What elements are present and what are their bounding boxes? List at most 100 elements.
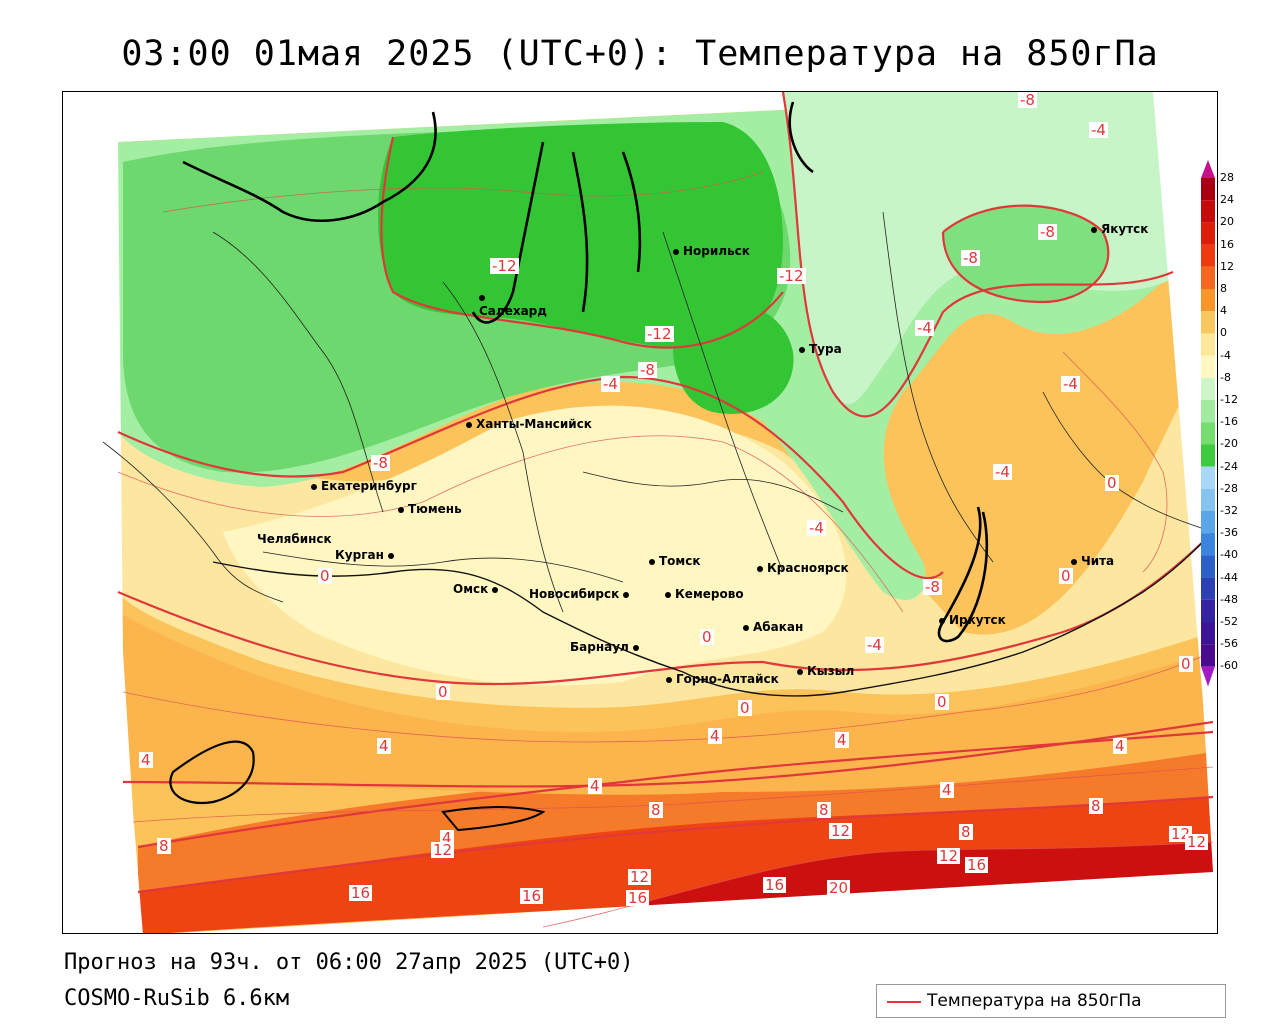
contour-label: 0 xyxy=(318,567,332,585)
city-marker-icon xyxy=(466,421,472,428)
map-canvas xyxy=(63,92,1217,933)
colorbar-cell xyxy=(1201,355,1215,378)
city-marker-icon xyxy=(649,558,655,565)
contour-label: 4 xyxy=(1113,737,1127,755)
colorbar-scale xyxy=(1201,160,1215,687)
colorbar-cell xyxy=(1201,178,1215,201)
colorbar-cell xyxy=(1201,311,1215,334)
colorbar-tick-label: 12 xyxy=(1220,259,1234,273)
colorbar-cell xyxy=(1201,555,1215,578)
colorbar-tick-label: -24 xyxy=(1220,459,1238,473)
city-marker-icon xyxy=(939,617,945,624)
contour-label: -8 xyxy=(961,249,980,267)
city-kyzyl: Кызыл xyxy=(797,664,854,678)
contour-label: 8 xyxy=(959,823,973,841)
map-legend: Температура на 850гПа xyxy=(876,984,1226,1018)
contour-label: 4 xyxy=(139,751,153,769)
lake-balkhash xyxy=(169,740,255,805)
city-marker-icon xyxy=(492,586,499,593)
colorbar-tick-label: 16 xyxy=(1220,237,1234,251)
contour-label: 12 xyxy=(431,841,455,859)
colorbar-cell xyxy=(1201,400,1215,423)
colorbar-tick-label: -48 xyxy=(1220,592,1238,606)
colorbar-cell xyxy=(1201,333,1215,356)
city-novosibirsk: Новосибирск xyxy=(529,587,633,601)
contour-label: 12 xyxy=(937,847,961,865)
colorbar-tick-label: 4 xyxy=(1220,304,1227,318)
contour-label: -4 xyxy=(807,519,826,537)
colorbar-cell xyxy=(1201,266,1215,289)
contour-label: 8 xyxy=(649,801,663,819)
colorbar-tick-label: 8 xyxy=(1220,282,1227,295)
legend-label: Температура на 850гПа xyxy=(927,991,1142,1011)
legend-line-swatch xyxy=(887,1001,921,1003)
city-marker-icon xyxy=(311,483,317,490)
city-tura: Тура xyxy=(799,342,842,356)
colorbar-bottom-arrow xyxy=(1201,666,1215,687)
contour-label: 8 xyxy=(157,837,171,855)
city-kurgan: Курган xyxy=(335,548,398,562)
contour-label: 4 xyxy=(940,781,954,799)
city-norilsk: Норильск xyxy=(673,244,750,258)
colorbar-tick-label: -44 xyxy=(1220,570,1238,584)
contour-label: 0 xyxy=(1179,655,1193,673)
city-marker-icon xyxy=(1091,226,1097,233)
zone-plus4 xyxy=(118,612,1213,795)
colorbar-cell xyxy=(1201,422,1215,445)
contour-label: -4 xyxy=(865,636,884,654)
contour-label: -12 xyxy=(645,325,674,343)
colorbar-cell xyxy=(1201,466,1215,489)
isotherms-minor xyxy=(117,171,1214,928)
city-krasnoyarsk: Красноярск xyxy=(757,561,849,575)
contour-label: 0 xyxy=(700,628,714,646)
colorbar-tick-label: -40 xyxy=(1220,548,1238,562)
city-marker-icon xyxy=(398,506,404,513)
contour-label: -8 xyxy=(923,578,942,596)
zone-plus12 xyxy=(138,797,1213,933)
colorbar-cell xyxy=(1201,444,1215,467)
city-ekaterinburg: Екатеринбург xyxy=(311,479,417,493)
city-marker-icon xyxy=(387,552,394,559)
city-barnaul: Барнаул xyxy=(570,640,643,654)
contour-label: -8 xyxy=(1038,223,1057,241)
colorbar: 28 24 20 16 12 8 4 0 -4 -8 -12 -16 -20 -24 -28 -32 -36 -4… xyxy=(1200,158,1280,688)
city-abakan: Абакан xyxy=(743,620,803,634)
contour-label: 12 xyxy=(1185,833,1209,851)
colorbar-cell xyxy=(1201,244,1215,267)
city-tyumen: Тюмень xyxy=(398,502,462,516)
colorbar-tick-label: -28 xyxy=(1220,481,1238,495)
domain-mask-nw xyxy=(63,92,483,142)
contour-label: -4 xyxy=(1061,375,1080,393)
city-marker-icon xyxy=(632,644,639,651)
contour-label: -4 xyxy=(601,375,620,393)
contour-label: 0 xyxy=(436,683,450,701)
contour-label: 16 xyxy=(626,889,650,907)
city-chelyabinsk: Челябинск xyxy=(257,532,332,546)
state-border xyxy=(212,531,1214,697)
contour-label: 0 xyxy=(1105,474,1119,492)
contour-label: -12 xyxy=(490,257,519,275)
colorbar-cell xyxy=(1201,533,1215,556)
contour-label: 4 xyxy=(588,777,602,795)
colorbar-tick-label: -16 xyxy=(1220,415,1238,429)
city-marker-icon xyxy=(665,591,671,598)
lake-issyk xyxy=(441,806,546,832)
zone-minus16 xyxy=(378,122,783,352)
city-marker-icon xyxy=(799,346,805,353)
colorbar-tick-label: -60 xyxy=(1220,659,1238,673)
contour-label: 4 xyxy=(708,727,722,745)
colorbar-tick-label: -4 xyxy=(1220,348,1231,362)
colorbar-top-arrow xyxy=(1201,160,1215,178)
contour-label: -4 xyxy=(1089,121,1108,139)
city-marker-icon xyxy=(666,676,672,683)
contour-label: 0 xyxy=(1059,567,1073,585)
isotherms-major xyxy=(117,92,1214,894)
contour-label: -8 xyxy=(1018,91,1037,109)
city-omsk: Омск xyxy=(453,582,502,596)
zone-yellow-core xyxy=(223,405,847,686)
temperature-map[interactable]: Норильск Салехард Тура Якутск Ханты-Манс… xyxy=(62,91,1218,934)
domain-mask-left xyxy=(63,92,143,933)
contour-label: -8 xyxy=(638,361,657,379)
colorbar-tick-label: 24 xyxy=(1220,193,1234,207)
contour-label: 12 xyxy=(628,868,652,886)
